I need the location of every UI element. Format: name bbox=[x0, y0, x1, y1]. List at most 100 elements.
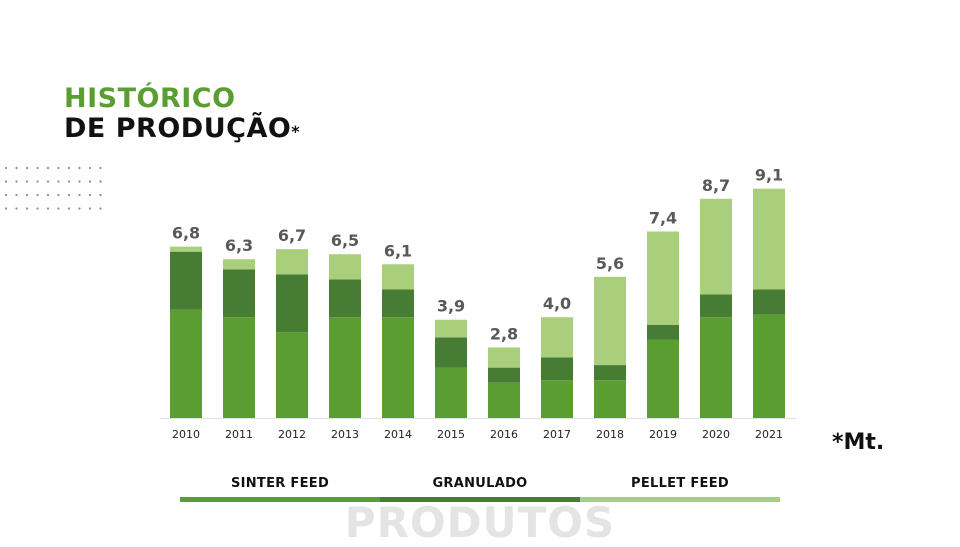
decorative-dot bbox=[25, 166, 29, 170]
decorative-dot bbox=[67, 180, 71, 183]
decorative-dot bbox=[57, 193, 60, 197]
value-label-2011: 6,3 bbox=[225, 236, 253, 255]
bar-segment-pellet-feed-2021 bbox=[753, 188, 785, 290]
decorative-dot bbox=[67, 207, 71, 210]
decorative-dot bbox=[25, 193, 29, 197]
decorative-dot bbox=[67, 166, 71, 170]
bar-segment-sinter-feed-2019 bbox=[647, 339, 679, 418]
bar-segment-sinter-feed-2016 bbox=[488, 382, 520, 418]
x-tick-label-2013: 2013 bbox=[331, 428, 359, 441]
decorative-dot bbox=[67, 193, 71, 197]
decorative-dot bbox=[36, 180, 39, 183]
decorative-dot bbox=[88, 180, 92, 183]
x-tick-label-2011: 2011 bbox=[225, 428, 253, 441]
bar-segment-pellet-feed-2017 bbox=[541, 317, 573, 358]
decorative-dot bbox=[15, 166, 18, 170]
bar-segment-sinter-feed-2015 bbox=[435, 367, 467, 418]
bar-segment-granulado-2017 bbox=[541, 357, 573, 381]
title-asterisk: * bbox=[291, 122, 301, 141]
decorative-dot bbox=[25, 207, 29, 210]
decorative-dot bbox=[78, 166, 81, 170]
value-label-2013: 6,5 bbox=[331, 231, 359, 250]
bar-segment-sinter-feed-2012 bbox=[276, 332, 308, 418]
title-line-2: DE PRODUÇÃO* bbox=[64, 114, 300, 147]
bar-segment-sinter-feed-2017 bbox=[541, 380, 573, 418]
bar-segment-pellet-feed-2012 bbox=[276, 249, 308, 275]
decorative-dot bbox=[78, 180, 81, 183]
title-line-2-text: DE PRODUÇÃO bbox=[64, 113, 292, 144]
decorative-dot bbox=[15, 193, 18, 197]
x-tick-label-2017: 2017 bbox=[543, 428, 571, 441]
legend: SINTER FEED GRANULADO PELLET FEED bbox=[180, 476, 780, 502]
decorative-dot bbox=[46, 180, 50, 183]
legend-swatch-sinter-feed bbox=[180, 497, 380, 502]
bar-segment-pellet-feed-2011 bbox=[223, 259, 255, 270]
x-tick-label-2010: 2010 bbox=[172, 428, 200, 441]
value-label-2016: 2,8 bbox=[490, 324, 518, 343]
title-line-1: HISTÓRICO bbox=[64, 83, 236, 114]
decorative-dot bbox=[88, 207, 92, 210]
bar-segment-sinter-feed-2011 bbox=[223, 317, 255, 418]
decorative-dot bbox=[88, 193, 92, 197]
legend-label-granulado: GRANULADO bbox=[432, 476, 528, 491]
value-label-2021: 9,1 bbox=[755, 166, 783, 185]
bar-segment-granulado-2010 bbox=[170, 251, 202, 310]
x-tick-label-2018: 2018 bbox=[596, 428, 624, 441]
bar-segment-sinter-feed-2018 bbox=[594, 380, 626, 418]
decorative-dot bbox=[78, 207, 81, 210]
bar-segment-granulado-2021 bbox=[753, 289, 785, 315]
decorative-dot bbox=[25, 180, 29, 183]
x-tick-label-2012: 2012 bbox=[278, 428, 306, 441]
decorative-dot bbox=[57, 166, 60, 170]
legend-item-pellet-feed: PELLET FEED bbox=[580, 476, 780, 502]
decorative-dot bbox=[57, 207, 60, 210]
bar-segment-pellet-feed-2014 bbox=[382, 264, 414, 290]
bar-segment-granulado-2019 bbox=[647, 324, 679, 340]
value-label-2018: 5,6 bbox=[596, 254, 624, 273]
x-tick-label-2015: 2015 bbox=[437, 428, 465, 441]
decorative-dot bbox=[78, 193, 81, 197]
bar-segment-pellet-feed-2020 bbox=[700, 198, 732, 295]
x-tick-label-2021: 2021 bbox=[755, 428, 783, 441]
value-label-2017: 4,0 bbox=[543, 294, 571, 313]
bar-segment-granulado-2011 bbox=[223, 269, 255, 318]
x-tick-label-2016: 2016 bbox=[490, 428, 518, 441]
decorative-dot bbox=[46, 166, 50, 170]
bar-segment-pellet-feed-2019 bbox=[647, 231, 679, 325]
decorative-dot bbox=[36, 193, 39, 197]
bar-segment-sinter-feed-2013 bbox=[329, 317, 361, 418]
decorative-dot bbox=[36, 207, 39, 210]
decorative-dot bbox=[15, 207, 18, 210]
value-label-2020: 8,7 bbox=[702, 176, 730, 195]
bar-segment-sinter-feed-2014 bbox=[382, 317, 414, 418]
decorative-dot bbox=[99, 180, 102, 183]
decorative-dot bbox=[57, 180, 60, 183]
bar-segment-pellet-feed-2013 bbox=[329, 254, 361, 280]
decorative-dot bbox=[36, 166, 39, 170]
bar-segment-granulado-2018 bbox=[594, 365, 626, 381]
value-label-2019: 7,4 bbox=[649, 209, 677, 228]
bar-segment-granulado-2013 bbox=[329, 279, 361, 318]
bar-segment-pellet-feed-2016 bbox=[488, 347, 520, 368]
value-label-2014: 6,1 bbox=[384, 241, 412, 260]
legend-swatch-granulado bbox=[380, 497, 580, 502]
legend-label-sinter-feed: SINTER FEED bbox=[230, 476, 330, 491]
value-label-2010: 6,8 bbox=[172, 224, 200, 243]
decorative-dot bbox=[88, 166, 92, 170]
decorative-dot bbox=[46, 207, 50, 210]
decorative-dot bbox=[99, 193, 102, 197]
legend-item-granulado: GRANULADO bbox=[380, 476, 580, 502]
value-label-2015: 3,9 bbox=[437, 297, 465, 316]
value-label-2012: 6,7 bbox=[278, 226, 306, 245]
legend-swatch-pellet-feed bbox=[580, 497, 780, 502]
bar-segment-granulado-2014 bbox=[382, 289, 414, 318]
x-tick-label-2020: 2020 bbox=[702, 428, 730, 441]
decorative-dot bbox=[99, 207, 102, 210]
decorative-dot bbox=[99, 166, 102, 170]
bar-segment-sinter-feed-2020 bbox=[700, 317, 732, 418]
bar-segment-pellet-feed-2010 bbox=[170, 246, 202, 252]
unit-note: *Mt. bbox=[832, 430, 885, 455]
bar-segment-granulado-2016 bbox=[488, 367, 520, 383]
bar-segment-pellet-feed-2015 bbox=[435, 319, 467, 338]
